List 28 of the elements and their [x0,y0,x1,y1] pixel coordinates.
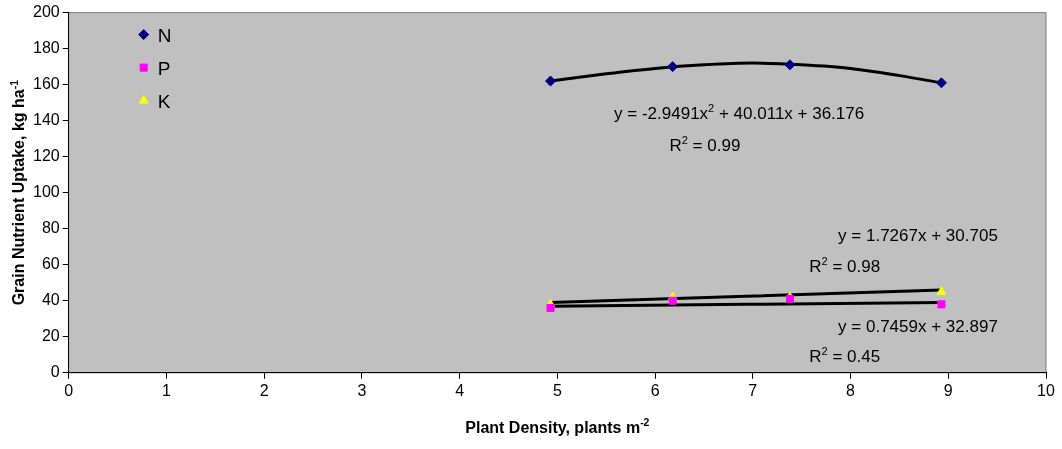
annotation: y = 0.7459x + 32.897 [838,317,998,337]
x-tick-label: 9 [943,381,953,399]
y-tick-label: 80 [41,219,60,237]
y-tick-label: 0 [50,363,60,381]
legend-label: P [157,57,171,79]
y-tick-label: 100 [32,183,60,201]
x-tick-label: 5 [552,381,562,399]
y-tick-label: 60 [41,255,60,273]
y-tick-label: 40 [41,291,60,309]
x-tick-label: 4 [455,381,465,399]
x-tick-label: 2 [259,381,269,399]
x-tick-label: 0 [64,381,74,399]
y-axis-title: Grain Nutrient Uptake, kg ha-1 [8,79,27,306]
x-tick-label: 3 [357,381,367,399]
y-tick-label: 180 [32,39,60,57]
x-tick-label: 1 [161,381,171,399]
y-tick-label: 140 [32,111,60,129]
x-tick-label: 8 [846,381,856,399]
x-tick-label: 6 [650,381,660,399]
y-tick-label: 160 [32,75,60,93]
x-tick-label: 7 [748,381,758,399]
y-tick-label: 20 [41,327,60,345]
y-tick-label: 200 [32,3,60,21]
legend-label: N [157,24,172,46]
annotation: y = 1.7267x + 30.705 [838,225,998,245]
legend-label: K [157,90,171,112]
y-tick-label: 120 [32,147,60,165]
x-tick-label: 10 [1037,381,1055,399]
